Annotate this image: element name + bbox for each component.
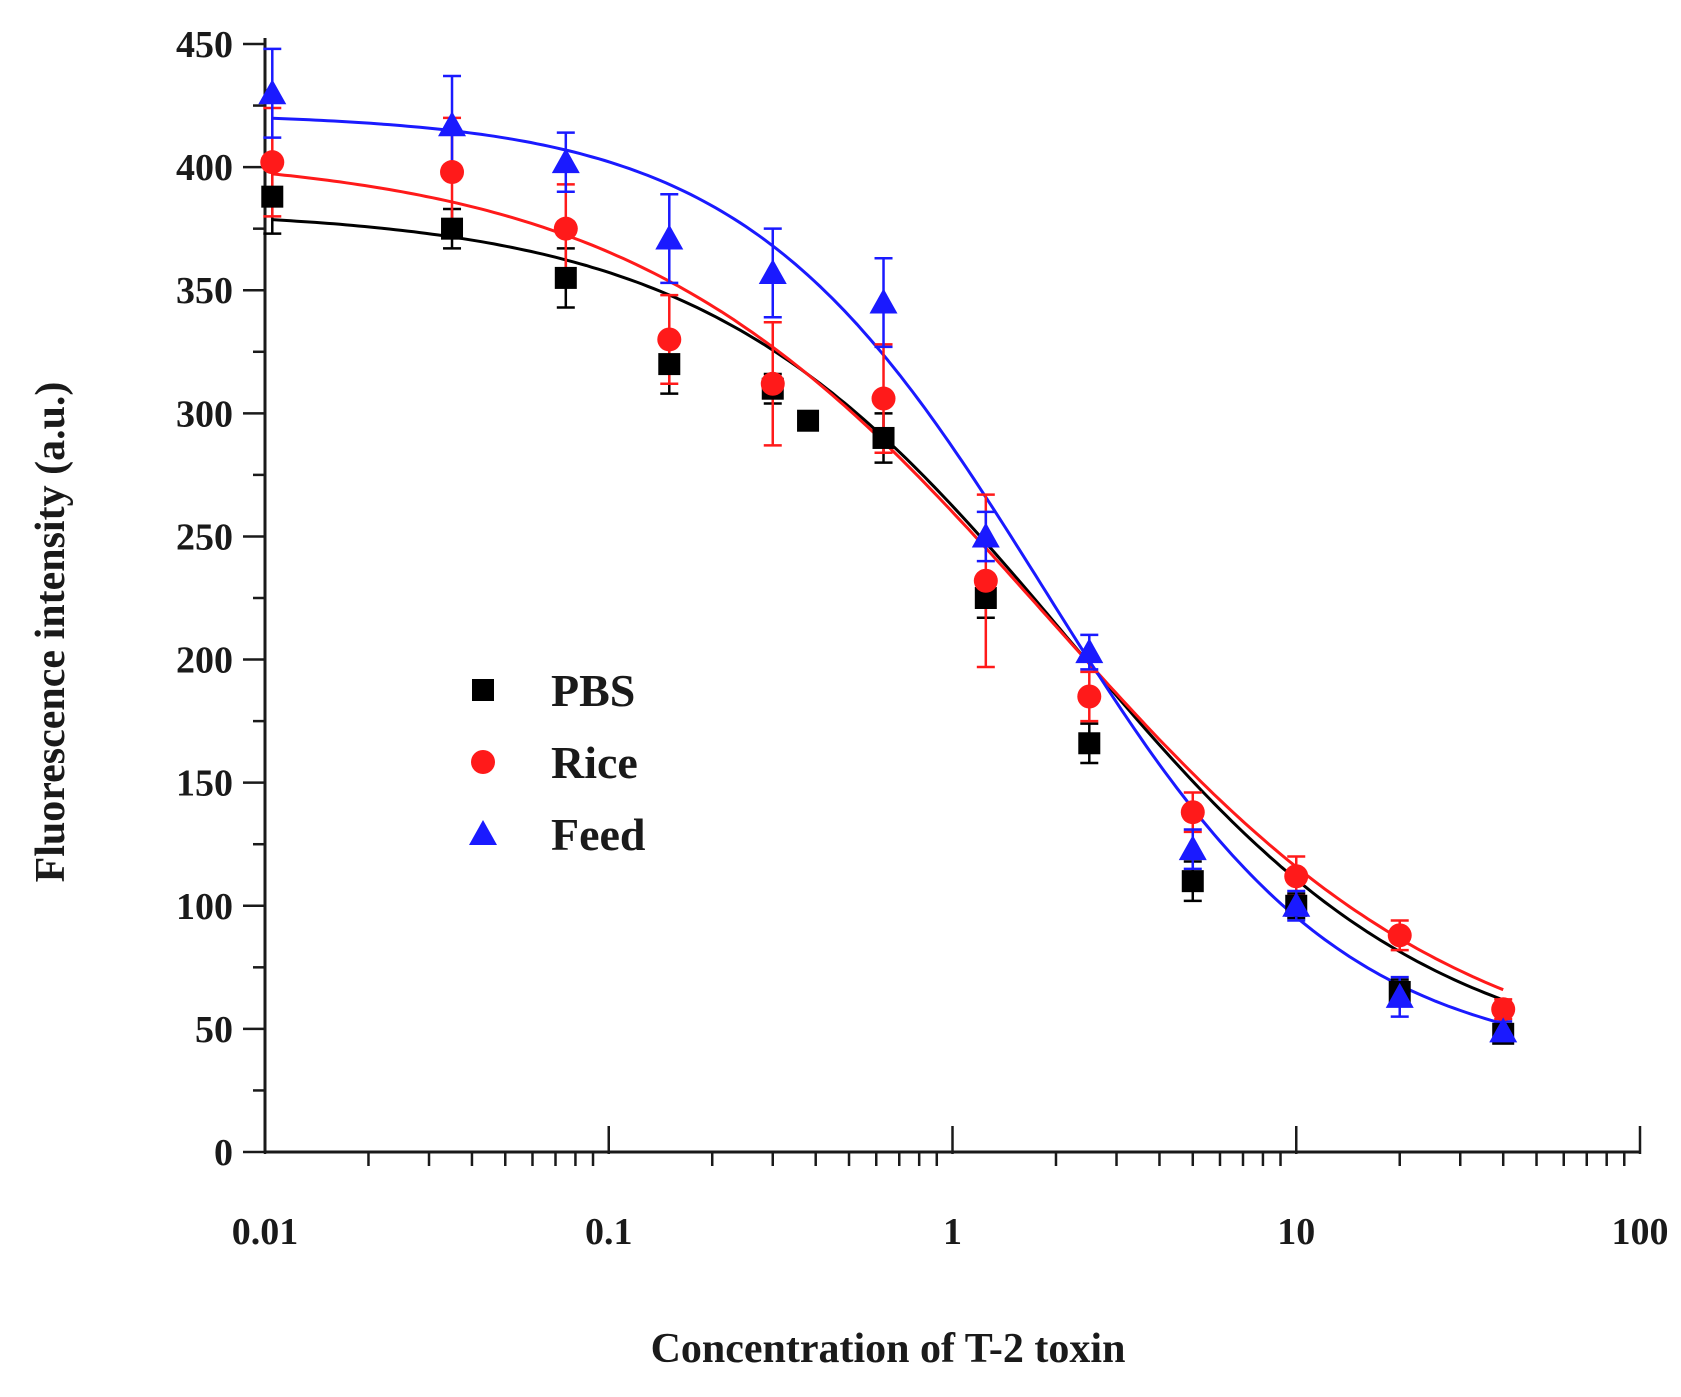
data-point-pbs [797,409,820,432]
x-tick-label: 0.1 [585,1211,633,1253]
data-point-rice [871,386,896,411]
y-tick-label: 200 [176,640,233,682]
y-tick-label: 0 [214,1132,233,1174]
data-point-pbs [1181,870,1204,893]
data-point-feed [1075,638,1104,664]
y-axis-title: Fluorescence intensity (a.u.) [28,382,74,883]
axes: 0 50 100 150 200 250 300 350 400 450 0.01 0.1 1 10 100 [176,24,1669,1253]
data-point-pbs [261,185,284,208]
legend-marker-rice [471,750,495,774]
data-point-rice [1284,864,1309,889]
data-point-feed [258,79,287,105]
legend: PBS Rice Feed [469,665,646,860]
y-tick-label: 100 [176,886,233,928]
data-point-rice [657,327,682,352]
data-point-pbs [554,266,577,289]
data-point-feed [1282,891,1311,917]
y-tick-label: 250 [176,516,233,558]
data-point-pbs [658,353,681,376]
legend-label-feed: Feed [551,809,646,860]
data-point-rice [440,160,465,185]
error-bars [263,47,1513,1043]
data-point-rice [1077,684,1102,709]
data-point-pbs [441,217,464,240]
data-point-feed [1385,982,1414,1008]
y-tick-label: 350 [176,270,233,312]
data-point-feed [551,148,580,174]
y-tick-label: 450 [176,24,233,66]
data-point-rice [973,568,998,593]
y-tick-label: 150 [176,763,233,805]
fit-curve-feed [272,116,1504,1026]
legend-marker-feed [469,820,497,845]
data-point-pbs [974,587,997,609]
data-point-feed [1178,835,1207,861]
data-point-pbs [872,426,895,449]
data-point-feed [758,258,787,284]
legend-marker-pbs [472,679,494,701]
legend-label-rice: Rice [551,737,638,788]
data-markers [258,79,1518,1045]
x-tick-label: 1 [943,1211,962,1253]
y-tick-label: 400 [176,147,233,189]
data-point-rice [1387,923,1412,948]
y-tick-label: 50 [195,1009,233,1051]
data-point-rice [553,216,578,241]
data-point-rice [1491,997,1516,1022]
data-point-feed [869,288,898,314]
data-point-rice [760,371,785,396]
data-point-rice [1180,800,1205,825]
legend-label-pbs: PBS [551,665,635,716]
data-point-rice [260,150,285,175]
y-tick-label: 300 [176,393,233,435]
x-tick-label: 0.01 [232,1211,299,1253]
data-point-pbs [1078,732,1101,755]
data-point-feed [438,111,467,137]
data-point-feed [971,522,1000,548]
x-tick-label: 10 [1277,1211,1315,1253]
fit-curves [272,116,1504,1026]
data-point-feed [655,224,684,250]
x-tick-label: 100 [1612,1211,1669,1253]
x-axis-title: Concentration of T-2 toxin [651,1326,1126,1372]
data-point-feed [1489,1017,1518,1043]
